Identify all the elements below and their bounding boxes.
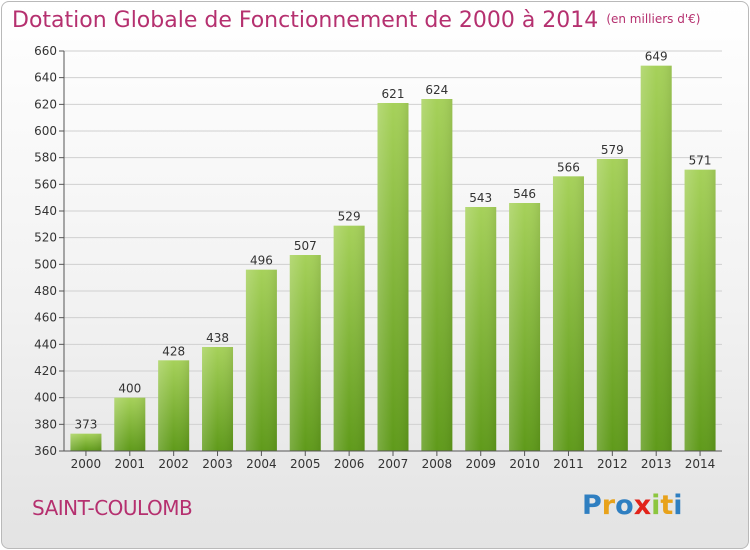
y-tick-label: 500 bbox=[34, 257, 57, 271]
x-tick-label: 2002 bbox=[158, 457, 189, 471]
chart-subtitle: (en milliers d'€) bbox=[606, 12, 701, 26]
x-tick-label: 2008 bbox=[422, 457, 453, 471]
commune-name: SAINT-COULOMB bbox=[32, 496, 193, 520]
logo-letter: x bbox=[633, 490, 652, 521]
bar-shading bbox=[333, 225, 365, 451]
data-label: 579 bbox=[601, 143, 624, 157]
bar-shading bbox=[552, 176, 584, 452]
y-tick-label: 520 bbox=[34, 231, 57, 245]
y-tick-label: 480 bbox=[34, 284, 57, 298]
data-label: 507 bbox=[294, 239, 317, 253]
y-tick-label: 600 bbox=[34, 124, 57, 138]
bar-shading bbox=[114, 397, 146, 451]
logo-letter: r bbox=[601, 490, 616, 521]
data-label: 438 bbox=[206, 331, 229, 345]
data-label: 400 bbox=[118, 382, 141, 396]
data-label: 546 bbox=[513, 187, 536, 201]
x-tick-label: 2012 bbox=[597, 457, 628, 471]
x-tick-label: 2013 bbox=[641, 457, 672, 471]
y-tick-label: 400 bbox=[34, 391, 57, 405]
x-tick-label: 2006 bbox=[334, 457, 365, 471]
logo-letter: i bbox=[651, 490, 661, 521]
x-tick-label: 2007 bbox=[378, 457, 409, 471]
bar-shading bbox=[465, 207, 497, 451]
logo-letter: P bbox=[582, 490, 602, 521]
y-tick-label: 580 bbox=[34, 151, 57, 165]
x-tick-label: 2011 bbox=[553, 457, 584, 471]
data-label: 571 bbox=[689, 154, 712, 168]
bar-shading bbox=[377, 103, 409, 451]
x-tick-label: 2014 bbox=[685, 457, 716, 471]
bar-shading bbox=[289, 255, 321, 451]
proxiti-logo: Proxiti bbox=[582, 490, 683, 524]
y-tick-label: 460 bbox=[34, 311, 57, 325]
data-label: 373 bbox=[74, 418, 97, 432]
y-tick-label: 660 bbox=[34, 44, 57, 58]
logo-letter: o bbox=[615, 490, 634, 521]
bar-shading bbox=[158, 360, 190, 451]
chart-title-text: Dotation Globale de Fonctionnement de 20… bbox=[12, 8, 599, 33]
y-tick-label: 560 bbox=[34, 177, 57, 191]
bar-shading bbox=[684, 169, 716, 451]
y-tick-label: 380 bbox=[34, 417, 57, 431]
x-tick-label: 2003 bbox=[202, 457, 233, 471]
data-label: 649 bbox=[645, 50, 668, 64]
y-tick-label: 360 bbox=[34, 444, 57, 458]
x-tick-label: 2000 bbox=[71, 457, 102, 471]
data-label: 566 bbox=[557, 160, 580, 174]
x-tick-label: 2009 bbox=[465, 457, 496, 471]
data-label: 496 bbox=[250, 254, 273, 268]
logo-letter: t bbox=[660, 490, 674, 521]
bar-shading bbox=[421, 99, 453, 451]
y-tick-label: 420 bbox=[34, 364, 57, 378]
y-tick-label: 540 bbox=[34, 204, 57, 218]
data-labels: 373 400 428 438 496 507 529 621 624 543 546 566 579 6… bbox=[74, 50, 711, 432]
data-label: 428 bbox=[162, 344, 185, 358]
bar-shading bbox=[245, 269, 277, 451]
data-label: 543 bbox=[469, 191, 492, 205]
bar-shading bbox=[202, 347, 234, 451]
bar-shading bbox=[70, 433, 102, 451]
logo-letter: i bbox=[673, 490, 683, 521]
y-tick-label: 640 bbox=[34, 71, 57, 85]
bar-shading bbox=[640, 65, 672, 451]
data-label: 624 bbox=[425, 83, 448, 97]
x-tick-label: 2004 bbox=[246, 457, 277, 471]
y-tick-label: 440 bbox=[34, 337, 57, 351]
bar-shading bbox=[509, 203, 541, 451]
x-tick-label: 2010 bbox=[509, 457, 540, 471]
x-tick-label: 2001 bbox=[115, 457, 146, 471]
axes: 360 380 400 420 440 460 480 500 520 540 560 580 600 6… bbox=[34, 44, 722, 471]
chart-title: Dotation Globale de Fonctionnement de 20… bbox=[12, 8, 700, 33]
x-tick-label: 2005 bbox=[290, 457, 321, 471]
y-tick-label: 620 bbox=[34, 97, 57, 111]
bars bbox=[70, 65, 716, 452]
bar-shading bbox=[596, 159, 628, 451]
data-label: 621 bbox=[382, 87, 405, 101]
data-label: 529 bbox=[338, 210, 361, 224]
